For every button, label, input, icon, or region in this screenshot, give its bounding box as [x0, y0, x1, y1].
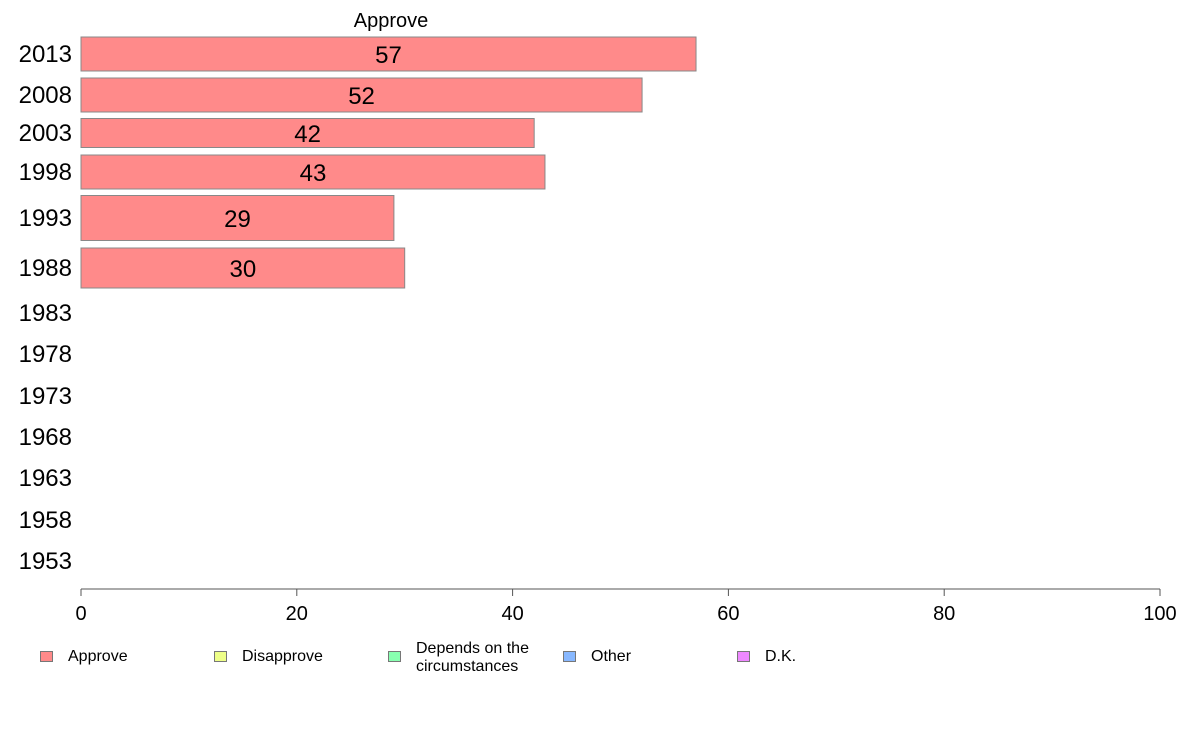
bar-value-label-2008: 52 [348, 83, 375, 110]
chart-title: Approve [354, 10, 429, 32]
legend-label-disapprove: Disapprove [242, 648, 323, 665]
y-tick-label-1963: 1963 [19, 465, 72, 492]
bar-1993 [80, 195, 395, 241]
y-tick-label-1968: 1968 [19, 424, 72, 451]
bar-2003 [80, 118, 535, 148]
legend-swatch-depends [388, 651, 401, 662]
x-tick-label-0: 0 [75, 603, 86, 625]
legend-item-disapprove: Disapprove [214, 640, 382, 666]
y-tick-label-1988: 1988 [19, 255, 72, 282]
bar-1998 [80, 154, 546, 190]
y-tick-label-1973: 1973 [19, 383, 72, 410]
legend-label-depends: Depends on the circumstances [416, 640, 529, 675]
y-tick-label-1993: 1993 [19, 205, 72, 232]
bar-2013 [80, 36, 697, 72]
legend-label-other: Other [591, 648, 632, 665]
legend-swatch-disapprove [214, 651, 227, 662]
y-tick-label-1983: 1983 [19, 300, 72, 327]
bar-value-label-1988: 30 [229, 256, 256, 283]
x-tick-label-80: 80 [933, 603, 955, 625]
y-tick-label-2008: 2008 [19, 82, 72, 109]
y-tick-label-1958: 1958 [19, 507, 72, 534]
bar-2008 [80, 77, 643, 113]
bar-value-label-1993: 29 [224, 206, 251, 233]
bar-value-label-2013: 57 [375, 42, 402, 69]
legend-item-approve: Approve [40, 640, 208, 666]
x-tick-label-60: 60 [717, 603, 739, 625]
y-axis-labels: 2013 2008 2003 1998 1993 1988 1983 1978 1973 1968… [19, 41, 72, 575]
legend-label-dk: D.K. [765, 648, 797, 665]
legend-swatch-dk [737, 651, 750, 662]
y-tick-label-2003: 2003 [19, 120, 72, 147]
legend: Approve Disapprove Depends on the circum… [0, 640, 1188, 690]
y-tick-label-1978: 1978 [19, 341, 72, 368]
y-tick-label-2013: 2013 [19, 41, 72, 68]
legend-item-other: Other [563, 640, 731, 666]
legend-label-approve: Approve [68, 648, 128, 665]
x-tick-label-40: 40 [501, 603, 523, 625]
x-tick-label-100: 100 [1143, 603, 1176, 625]
bar-value-label-1998: 43 [300, 160, 327, 187]
bar-value-label-2003: 42 [294, 121, 321, 148]
y-tick-label-1953: 1953 [19, 548, 72, 575]
x-tick-label-20: 20 [286, 603, 308, 625]
legend-item-depends: Depends on the circumstances [388, 640, 556, 676]
legend-item-dk: D.K. [737, 640, 905, 666]
legend-swatch-other [563, 651, 576, 662]
legend-swatch-approve [40, 651, 53, 662]
y-tick-label-1998: 1998 [19, 159, 72, 186]
x-axis: 0 20 40 60 80 100 [75, 588, 1177, 625]
bar-1988 [80, 247, 406, 289]
